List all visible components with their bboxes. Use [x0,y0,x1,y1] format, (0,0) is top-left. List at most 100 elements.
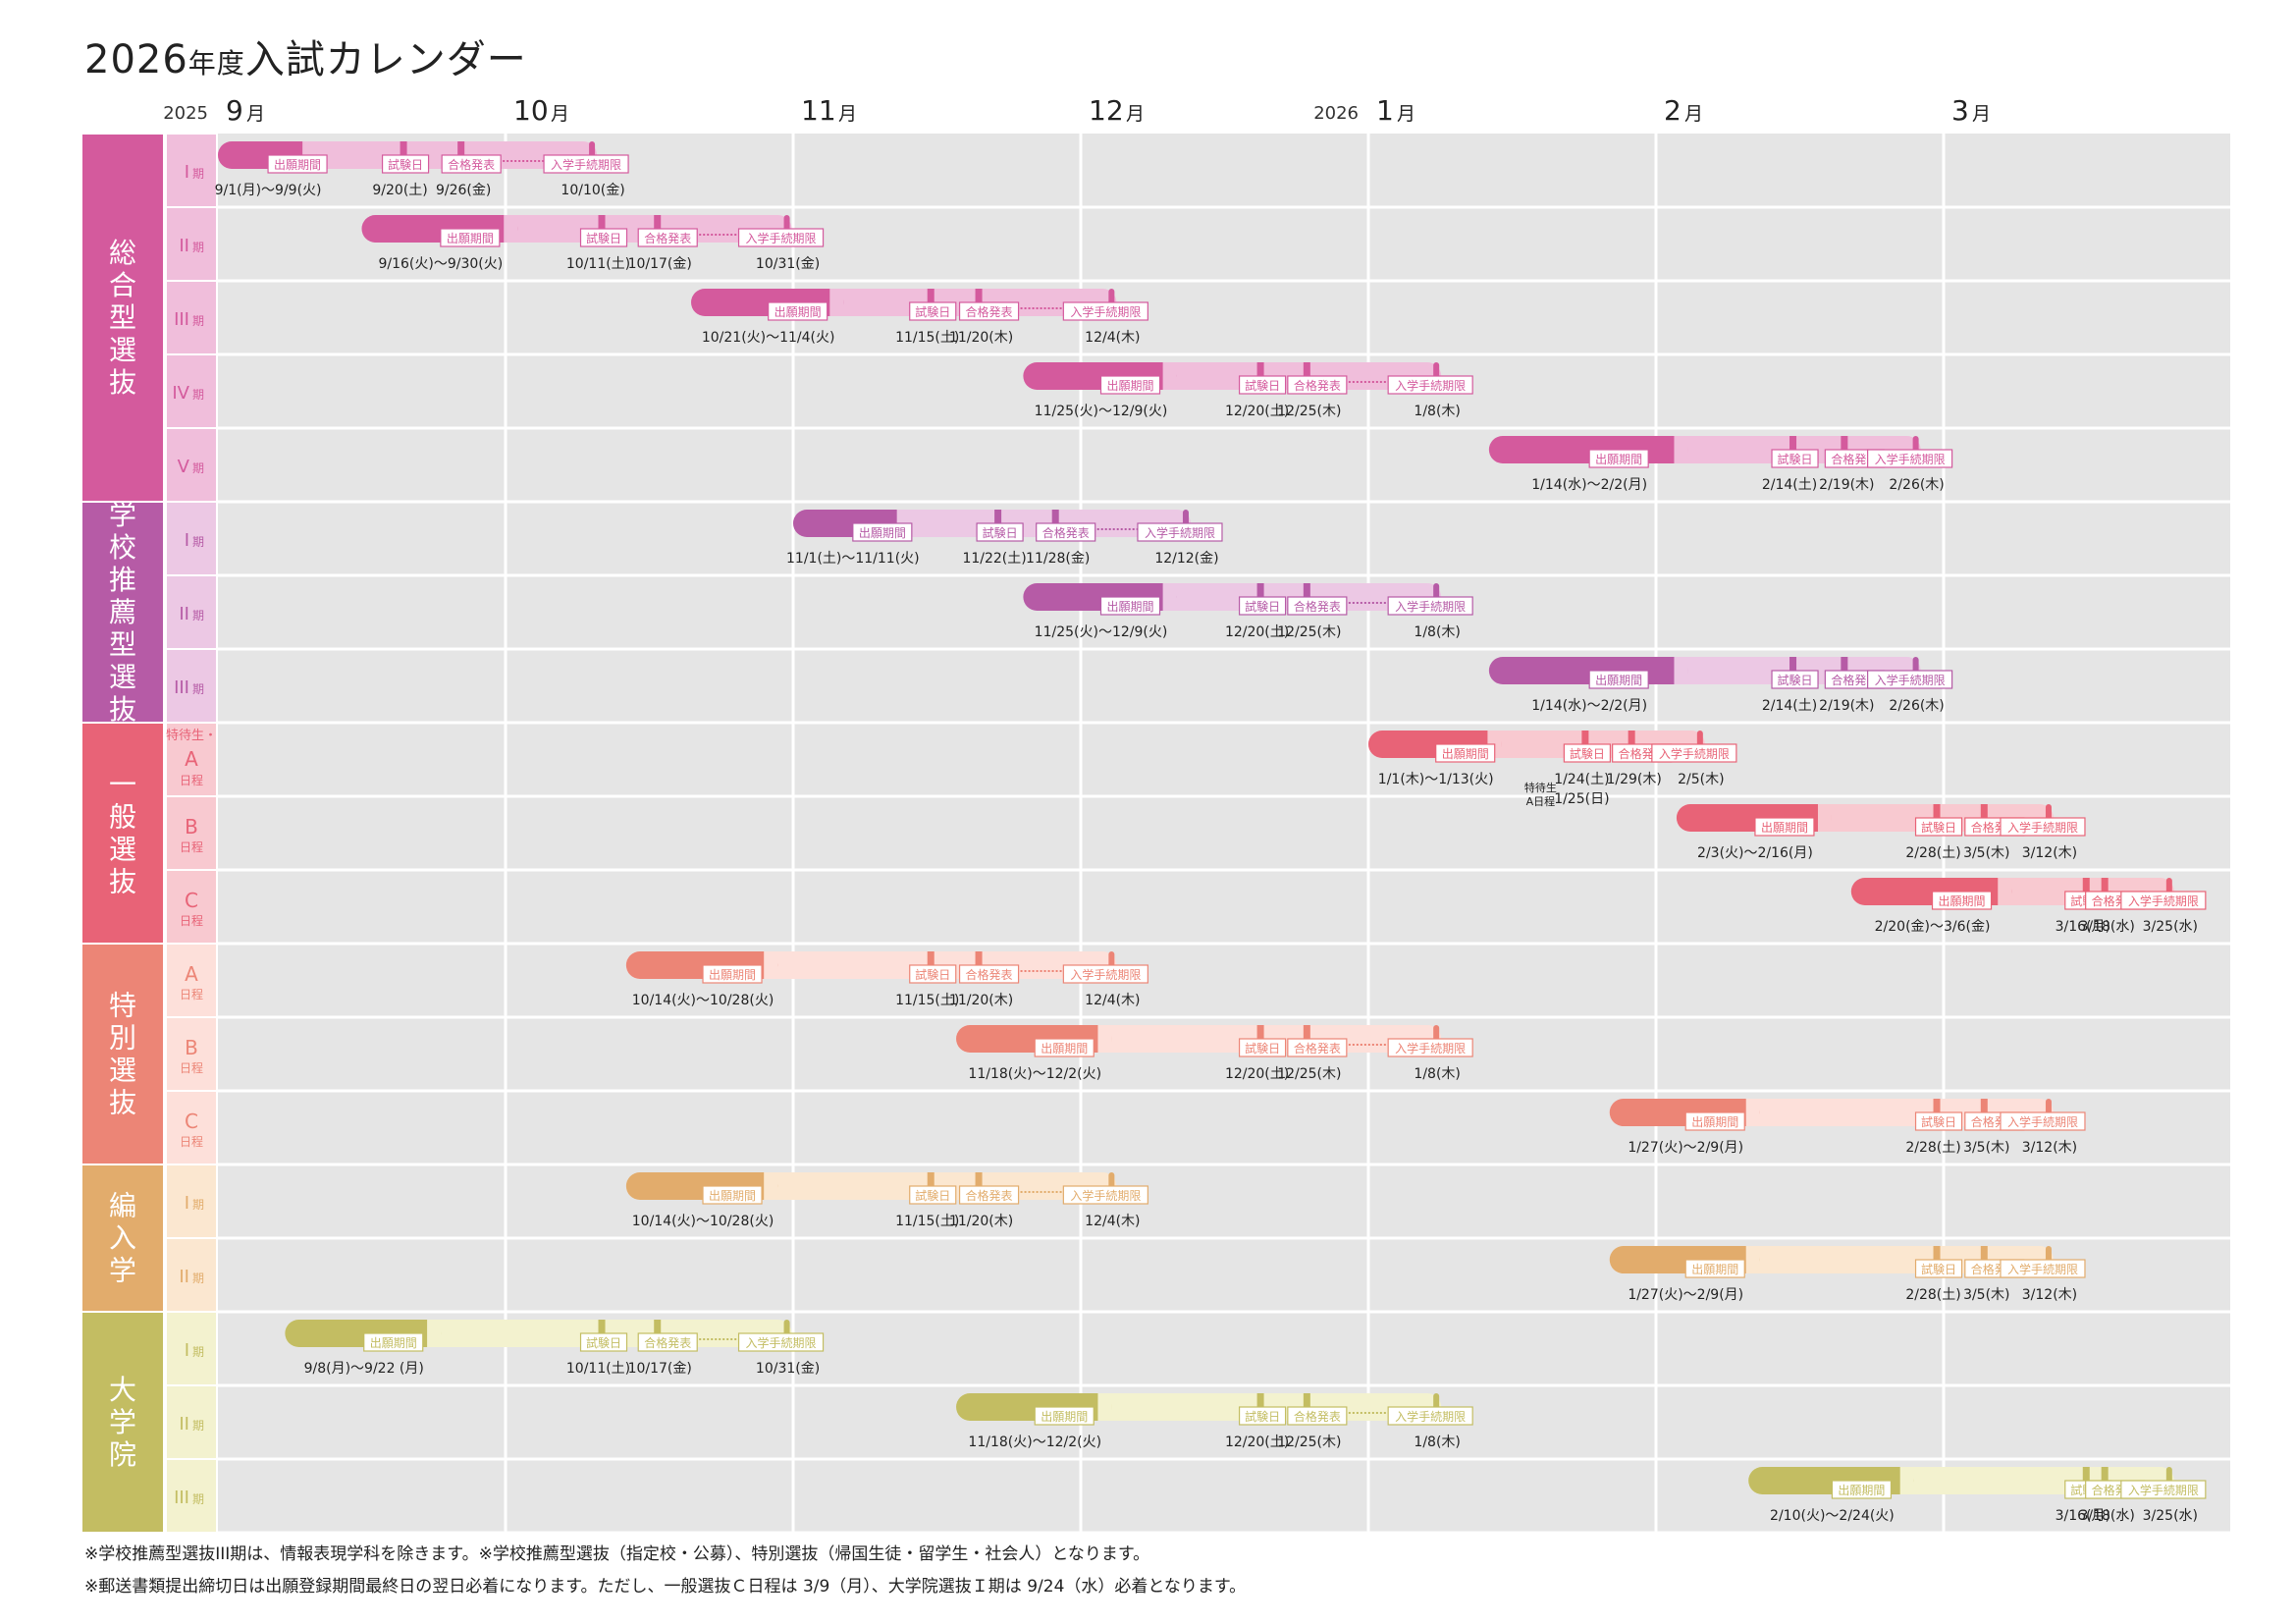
exam-date: 2/28(土) [1905,1140,1960,1156]
apply-tag-text: 出願期間 [774,305,822,319]
group-label-bg [82,135,163,501]
apply-period-bar [1488,657,1688,684]
exam-tag-text: 試験日 [1921,1114,1956,1129]
exam-tag [1238,1406,1287,1426]
exam-tag-text: 試験日 [1778,452,1813,466]
row-suffix: 期 [192,535,204,549]
proc-date: 3/12(木) [2022,845,2077,861]
group-name-char: 大 [109,1374,136,1406]
proc-tag [1062,1185,1148,1205]
row-suffix: 期 [192,314,204,328]
exam-date: 11/15(土) [895,1214,959,1229]
row-label-bg [167,355,216,427]
result-tag [1287,596,1348,616]
exam-date: 2/14(土) [1762,477,1817,493]
proc-tag-text: 入学手続期限 [1395,378,1466,393]
apply-tag-text: 出願期間 [1041,1042,1088,1056]
row-suffix: 日程 [180,1134,203,1149]
proc-tag [737,1332,825,1352]
apply-date: 11/18(火)～12/2(火) [968,1066,1101,1082]
exam-tag [579,1332,628,1352]
apply-date: 10/14(火)～10/28(火) [632,1214,774,1229]
group-name-char: 編 [109,1190,136,1222]
exam-date: 3/16(月) [2056,1508,2110,1524]
group-label-bg [82,1165,163,1311]
month-label: 10 [513,94,549,127]
proc-tag-text: 入学手続期限 [1070,304,1141,319]
apply-tag [768,301,828,321]
exam-tag [1914,817,1963,837]
result-date: 3/18(水) [2079,1508,2134,1524]
apply-tag [1684,1111,1745,1131]
apply-date: 1/27(火)～2/9(月) [1628,1140,1743,1156]
apply-date: 10/14(火)～10/28(火) [632,993,774,1008]
row-label-bg [167,1165,216,1237]
row-label-bg [167,208,216,280]
exam-tag [579,228,628,247]
apply-tag-text: 出願期間 [709,968,756,982]
proc-tag-text: 入学手続期限 [1659,746,1730,761]
apply-date: 2/20(金)～3/6(金) [1875,919,1991,935]
proc-tag [1651,743,1737,763]
apply-date: 9/1(月)～9/9(火) [215,183,322,198]
apply-tag-text: 出願期間 [1595,453,1642,466]
apply-tag [852,522,913,542]
row-label-bg [167,1386,216,1458]
month-label: 1 [1376,94,1394,127]
proc-tag-text: 入学手続期限 [1875,452,1946,466]
result-date: 10/17(金) [628,256,692,272]
row-suffix: 期 [192,1345,204,1359]
apply-tag-text: 出願期間 [1041,1410,1088,1424]
group-name-char: 選 [109,334,136,366]
row-label: II [179,1267,189,1287]
result-date: 12/25(木) [1277,1066,1341,1082]
exam-date: 12/20(土) [1225,1435,1289,1450]
result-tag [1287,1038,1348,1057]
year-label: 2026 [1313,103,1359,124]
apply-tag [1588,449,1649,468]
group-label-bg [82,503,163,722]
group-name-char: 総 [109,237,136,269]
proc-date: 3/12(木) [2022,1287,2077,1303]
row-suffix: 期 [192,1492,204,1506]
row-suffix: 期 [192,682,204,696]
group-label-bg [82,1313,163,1532]
result-date: 11/20(木) [949,1214,1013,1229]
exam-tag-text: 試験日 [915,967,950,982]
row-suffix: 期 [192,388,204,402]
result-tag [1287,1406,1348,1426]
proc-date: 1/8(木) [1414,1435,1460,1450]
group-name-char: 選 [109,661,136,693]
row-label: C [185,889,198,912]
result-date: 3/5(木) [1963,845,2009,861]
row-label-bg [167,871,216,943]
exam-tag [1563,743,1611,763]
exam-tag-text: 試験日 [1245,599,1280,614]
row-suffix: 期 [192,1272,204,1285]
month-label: 3 [1951,94,1969,127]
result-tag-text: 合格発表 [966,304,1013,319]
exam-tag [381,154,430,174]
row-label: A [185,962,198,986]
group-name-char: 校 [109,531,136,564]
proc-date: 12/4(木) [1085,1214,1140,1229]
apply-tag [1034,1406,1095,1426]
result-date: 3/5(木) [1963,1287,2009,1303]
proc-tag [1062,964,1148,984]
month-unit: 月 [246,103,265,125]
row-label-bg [167,429,216,501]
bar-joint [829,289,844,316]
exam-date: 10/11(土) [566,256,630,272]
proc-tag [1867,449,1953,468]
exam-tag [1238,596,1287,616]
apply-tag-text: 出願期間 [1106,379,1153,393]
result-tag-text: 合格発表 [1831,673,1878,687]
month-label: 11 [801,94,836,127]
row-label: IV [172,383,189,404]
row-label: III [174,677,189,698]
apply-tag [1931,891,1993,910]
bar-joint [764,1172,778,1200]
group-name-char: 推 [109,564,136,596]
row-label-bg [167,1239,216,1311]
